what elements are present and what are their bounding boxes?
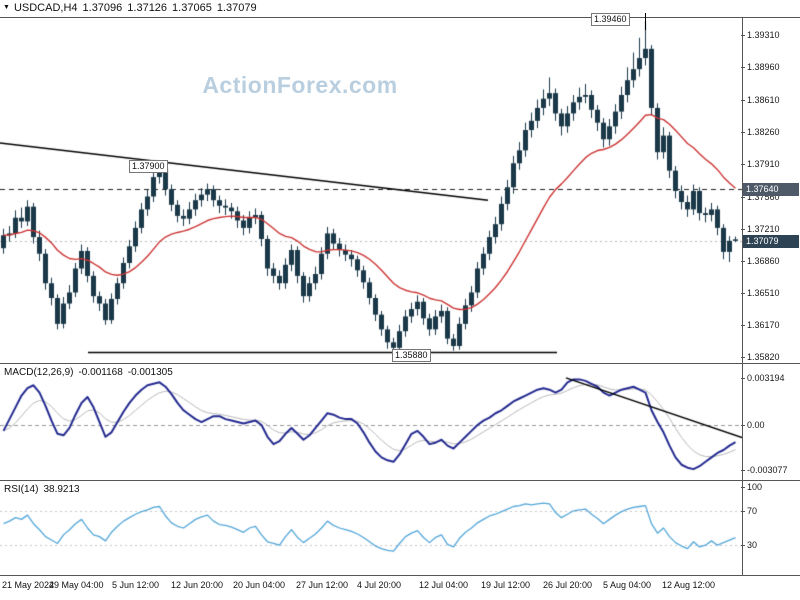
time-axis-label: 27 Jun 12:00 [296, 580, 349, 590]
price-axis-tick: 1.37210 [741, 223, 780, 234]
macd-name: MACD(12,26,9) [4, 367, 74, 378]
annotation-resistance-price: 1.37900 [129, 160, 168, 173]
time-axis-label: 26 Jul 20:00 [543, 580, 593, 590]
chart-title: ▼ USDCAD,H4 1.37096 1.37126 1.37065 1.37079 [3, 2, 262, 14]
pane-divider-bottom [0, 575, 800, 576]
time-axis-label: 21 May 2024 [2, 580, 55, 590]
price-axis-tick: 1.37910 [741, 159, 780, 170]
pane-divider-top [0, 17, 800, 18]
time-axis-label: 20 Jun 04:00 [233, 580, 286, 590]
open-value: 1.37096 [82, 2, 123, 14]
time-axis-label: 12 Jun 20:00 [171, 580, 224, 590]
price-axis-tick: 1.36170 [741, 319, 780, 330]
symbol-label: USDCAD,H4 [13, 2, 78, 14]
rsi-indicator-label: RSI(14) 38.9213 [4, 484, 85, 495]
time-axis-label: 4 Jul 20:00 [357, 580, 402, 590]
annotation-support-price: 1.35880 [392, 349, 431, 362]
price-pane-canvas[interactable] [0, 17, 742, 363]
time-axis-label: 5 Jun 12:00 [112, 580, 160, 590]
rsi-pane-canvas[interactable] [0, 481, 742, 575]
price-axis-tick: 1.37560 [741, 191, 780, 202]
low-value: 1.37065 [172, 2, 212, 14]
price-axis-tick: 1.35820 [741, 352, 780, 363]
rsi-axis-tick: 100 [740, 482, 763, 492]
price-axis-tick: 1.39310 [741, 30, 780, 40]
time-axis-label: 12 Aug 12:00 [662, 580, 716, 590]
time-axis-label: 19 Jul 12:00 [481, 580, 531, 590]
time-axis-label: 5 Aug 04:00 [603, 580, 652, 590]
price-axis-separator [742, 17, 743, 575]
close-value: 1.37079 [216, 2, 257, 14]
time-axis-label: 12 Jul 04:00 [419, 580, 469, 590]
annotation-high-price: 1.39460 [591, 13, 630, 26]
macd-axis-tick: -0.003077 [741, 465, 788, 475]
current-price-tag: 1.37079 [743, 234, 799, 248]
macd-main-value: -0.001168 [78, 367, 123, 378]
price-axis-tick: 1.38960 [741, 62, 780, 73]
macd-axis-tick: 0.00 [741, 420, 765, 430]
price-axis-tick: 1.36860 [741, 256, 780, 267]
high-value: 1.37126 [127, 2, 168, 14]
macd-axis-tick: 0.003194 [741, 373, 785, 383]
macd-pane-canvas[interactable] [0, 364, 742, 480]
price-axis-tick: 1.36510 [741, 288, 780, 299]
pane-divider-price-macd [0, 363, 800, 364]
macd-signal-value: -0.001305 [127, 367, 173, 378]
time-axis-label: 29 May 04:00 [49, 580, 104, 590]
pane-divider-macd-rsi [0, 480, 800, 481]
level-price-tag: 1.37640 [743, 183, 799, 197]
price-axis-tick: 1.38260 [741, 126, 780, 137]
rsi-axis-tick: 30 [740, 540, 758, 551]
annotation-high-marker-line [645, 13, 646, 30]
symbol-dropdown-icon[interactable]: ▼ [3, 4, 10, 11]
rsi-name: RSI(14) [4, 484, 39, 495]
rsi-value: 38.9213 [43, 484, 80, 495]
rsi-axis-tick: 70 [740, 505, 758, 516]
price-axis-tick: 1.38610 [741, 94, 780, 105]
macd-indicator-label: MACD(12,26,9) -0.001168 -0.001305 [4, 367, 178, 378]
